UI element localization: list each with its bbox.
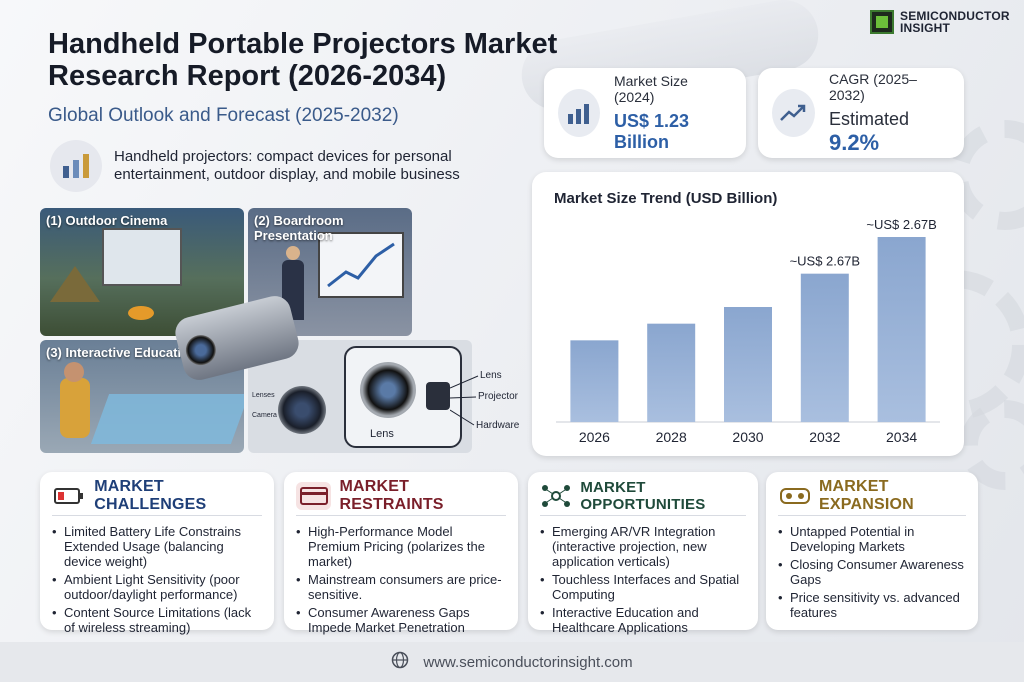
market-size-value: US$ 1.23 Billion — [613, 111, 690, 152]
cagr-card: CAGR (2025–2032) Estimated 9.2% — [758, 68, 964, 158]
boardroom-label: (2) Boardroom Presentation — [254, 213, 344, 243]
boardroom-panel: (2) Boardroom Presentation — [248, 208, 412, 336]
market-restraints-card: MARKET RESTRAINTS High-Performance Model… — [284, 472, 518, 635]
lens-icon — [278, 386, 326, 434]
description-text: Handheld projectors: compact devices for… — [114, 148, 460, 183]
market-trend-chart: 2026 2028 2030 2032 ~US$ 2.67B 2034 ~US$ 2.67B — [556, 217, 940, 445]
list-item: Closing Consumer Awareness Gaps — [778, 557, 966, 587]
section-title: MARKET OPPORTUNITIES — [580, 478, 706, 513]
lens-callout: Lens — [480, 370, 502, 381]
cagr-value: 9.2% — [828, 129, 880, 155]
list-item: Limited Battery Life Constrains Extended… — [52, 524, 262, 569]
list-item: Consumer Awareness Gaps Impede Market Pe… — [296, 605, 506, 635]
credit-card-icon — [296, 481, 332, 510]
list-item: Interactive Education and Healthcare App… — [540, 605, 746, 635]
list-item: High-Performance Model Premium Pricing (… — [296, 524, 506, 569]
list-item: Content Source Limitations (lack of wire… — [52, 605, 262, 635]
description: Handheld projectors: compact devices for… — [50, 140, 474, 192]
network-icon — [540, 482, 572, 510]
hardware-callout: Hardware — [476, 420, 520, 431]
market-opportunities-card: MARKET OPPORTUNITIES Emerging AR/VR Inte… — [528, 472, 758, 635]
interactive-education-label: (3) Interactive Education — [46, 345, 197, 360]
data-label: ~US$ 2.67B — [866, 217, 936, 232]
list-item: Mainstream consumers are price-sensitive… — [296, 572, 506, 602]
chart-bar-2034 — [877, 237, 926, 422]
chart-bar-2030 — [724, 307, 772, 422]
vr-headset-icon — [778, 482, 811, 510]
logo-line-1: SEMICONDUCTOR — [900, 9, 1010, 23]
x-tick-label: 2028 — [656, 429, 687, 445]
list-item: Ambient Light Sensitivity (poor outdoor/… — [52, 572, 262, 602]
list-item: Touchless Interfaces and Spatial Computi… — [540, 572, 746, 602]
list-item: Untapped Potential in Developing Markets — [778, 524, 966, 554]
bar-chart-icon — [50, 140, 102, 192]
section-title: MARKET RESTRAINTS — [339, 477, 444, 513]
chip-icon — [870, 10, 894, 34]
chart-bar-2026 — [570, 340, 619, 422]
website-link[interactable]: www.semiconductorinsight.com — [423, 653, 633, 671]
market-challenges-card: MARKET CHALLENGES Limited Battery Life C… — [40, 472, 274, 635]
lens-small-label: Lenses — [252, 392, 275, 399]
list-item: Emerging AR/VR Integration (interactive … — [540, 524, 746, 569]
x-tick-label: 2030 — [732, 429, 763, 445]
logo-line-2: INSIGHT — [900, 21, 951, 35]
projector-detail: Lens — [344, 346, 462, 448]
footer: www.semiconductorinsight.com — [0, 642, 1024, 682]
cagr-prefix: Estimated — [828, 108, 910, 129]
chart-bar-2032 — [800, 273, 849, 422]
market-size-label: Market Size (2024) — [613, 73, 688, 105]
projector-callout: Projector — [478, 391, 519, 402]
trend-up-icon — [772, 89, 815, 137]
x-tick-label: 2026 — [579, 429, 610, 445]
x-tick-label: 2032 — [809, 429, 840, 445]
bar-chart-icon — [558, 89, 600, 137]
data-label: ~US$ 2.67B — [790, 254, 860, 269]
outdoor-cinema-label: (1) Outdoor Cinema — [46, 213, 168, 228]
chart-title: Market Size Trend (USD Billion) — [554, 190, 778, 207]
lens-bottom-label: Lens — [370, 428, 394, 440]
brand-logo: SEMICONDUCTOR INSIGHT — [870, 10, 1010, 34]
page-subtitle: Global Outlook and Forecast (2025-2032) — [48, 105, 399, 126]
chart-bar-2028 — [647, 323, 696, 422]
use-case-illustration: (1) Outdoor Cinema (2) Boardroom Present… — [40, 208, 519, 453]
section-title: MARKET EXPANSION — [819, 477, 914, 513]
x-tick-label: 2034 — [886, 429, 917, 445]
callout-lines — [450, 375, 479, 426]
camera-small-label: Camera — [252, 412, 277, 419]
battery-low-icon — [52, 482, 86, 510]
market-expansion-card: MARKET EXPANSION Untapped Potential in D… — [766, 472, 978, 630]
market-trend-chart-card: Market Size Trend (USD Billion) 2026 2028… — [532, 172, 964, 456]
globe-icon — [391, 651, 409, 674]
cagr-label: CAGR (2025–2032) — [828, 70, 917, 103]
list-item: Price sensitivity vs. advanced features — [778, 590, 966, 620]
page-title: Handheld Portable Projectors Market Rese… — [48, 28, 558, 92]
market-size-card: Market Size (2024) US$ 1.23 Billion — [544, 68, 746, 158]
section-title: MARKET CHALLENGES — [94, 477, 207, 513]
